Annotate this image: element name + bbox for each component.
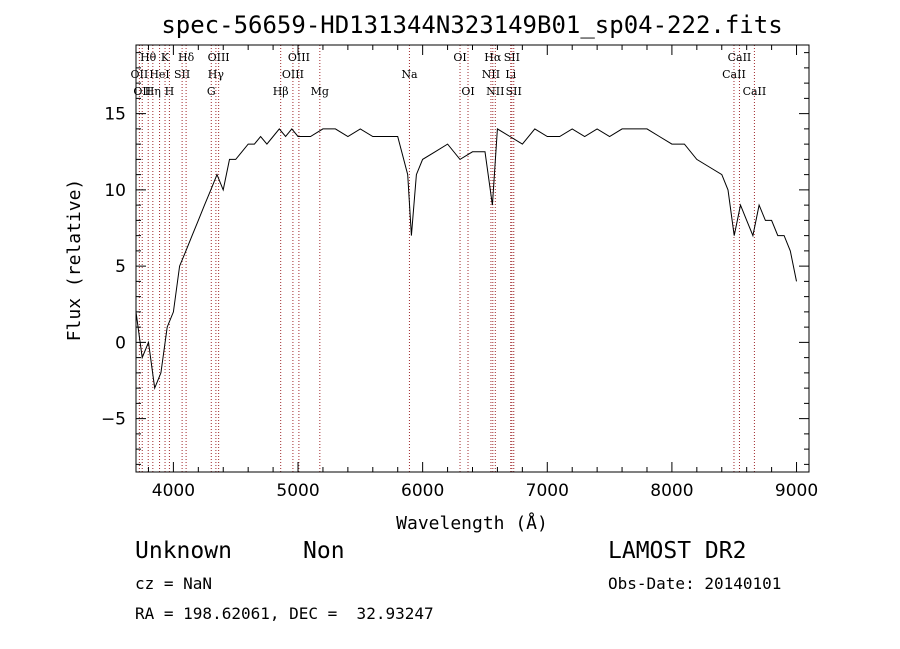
spectrum-line bbox=[135, 128, 797, 391]
line-label-18: OI bbox=[461, 85, 474, 98]
x-tick-label-7000: 7000 bbox=[526, 481, 569, 501]
line-label-23: SII bbox=[504, 51, 520, 64]
line-label-8: Hδ bbox=[178, 51, 195, 64]
line-label-5: K bbox=[161, 51, 170, 64]
line-label-10: Hγ bbox=[208, 68, 225, 81]
line-label-4: HeI bbox=[149, 68, 169, 81]
y-tick-label-3: 10 bbox=[104, 181, 126, 201]
x-tick-label-5000: 5000 bbox=[276, 481, 319, 501]
line-label-15: Mg bbox=[311, 85, 329, 98]
line-label-16: Na bbox=[401, 68, 418, 81]
line-label-22: Li bbox=[505, 68, 516, 81]
line-label-19: NII bbox=[482, 68, 500, 81]
line-labels-group: OII OII Hθ Hη HeI K H SII Hδ G Hγ OIII Hβ OIII OIII Mg N… bbox=[131, 51, 767, 98]
line-label-1: OII bbox=[133, 85, 151, 98]
x-tick-label-8000: 8000 bbox=[650, 481, 693, 501]
line-markers-group bbox=[138, 45, 755, 472]
line-label-12: Hβ bbox=[273, 85, 289, 98]
line-label-24: SII bbox=[506, 85, 522, 98]
line-label-14: OIII bbox=[288, 51, 310, 64]
x-axis: 4000 5000 6000 7000 8000 9000 bbox=[147, 45, 818, 501]
object-class: Unknown bbox=[135, 538, 232, 564]
line-label-26: CaII bbox=[728, 51, 752, 64]
x-tick-label-4000: 4000 bbox=[152, 481, 195, 501]
line-label-7: SII bbox=[174, 68, 190, 81]
line-label-20: Hα bbox=[484, 51, 502, 64]
x-axis-label: Wavelength (Å) bbox=[396, 512, 548, 534]
line-label-11: OIII bbox=[208, 51, 230, 64]
object-subclass: Non bbox=[303, 538, 345, 564]
x-tick-label-9000: 9000 bbox=[775, 481, 818, 501]
coordinates: RA = 198.62061, DEC = 32.93247 bbox=[135, 604, 434, 623]
chart-title: spec-56659-HD131344N323149B01_sp04-222.f… bbox=[161, 11, 782, 39]
line-label-21: NII bbox=[486, 85, 504, 98]
line-label-25: CaII bbox=[722, 68, 746, 81]
line-label-0: OII bbox=[131, 68, 149, 81]
line-label-13: OIII bbox=[282, 68, 304, 81]
line-label-17: OI bbox=[453, 51, 466, 64]
y-axis-label: Flux (relative) bbox=[64, 179, 85, 342]
x-tick-label-6000: 6000 bbox=[401, 481, 444, 501]
line-label-9: G bbox=[207, 85, 216, 98]
line-label-6: H bbox=[165, 85, 175, 98]
y-axis: −5 0 5 10 15 bbox=[101, 52, 809, 465]
y-tick-label-2: 5 bbox=[115, 257, 126, 277]
y-tick-label-1: 0 bbox=[115, 333, 126, 353]
y-tick-label-0: −5 bbox=[101, 410, 126, 430]
y-tick-label-4: 15 bbox=[104, 105, 126, 125]
redshift-cz: cz = NaN bbox=[135, 574, 213, 593]
plot-frame bbox=[135, 44, 810, 473]
line-label-27: CaII bbox=[743, 85, 767, 98]
survey-name: LAMOST DR2 bbox=[608, 538, 747, 564]
line-label-3: Hη bbox=[145, 85, 161, 98]
line-label-2: Hθ bbox=[140, 51, 157, 64]
obs-date: Obs-Date: 20140101 bbox=[608, 574, 782, 593]
